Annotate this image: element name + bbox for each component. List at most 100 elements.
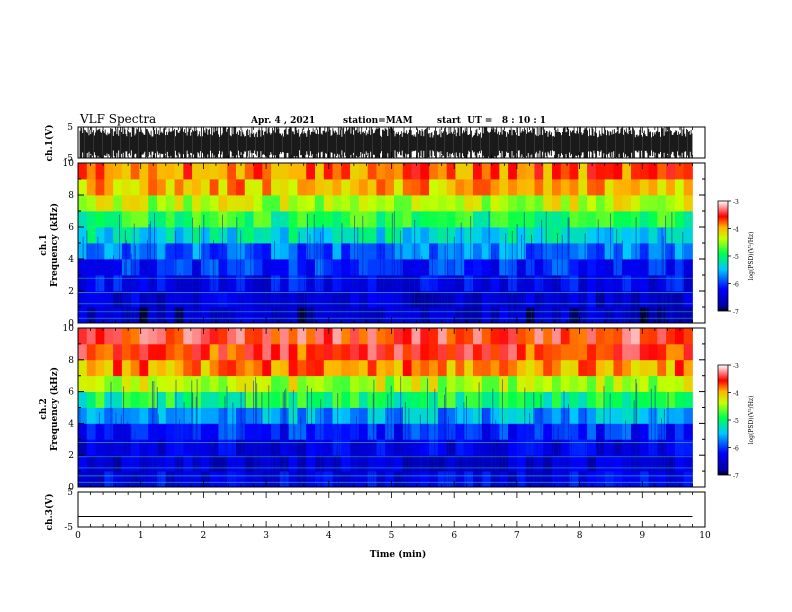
spectrogram-cell bbox=[437, 359, 448, 377]
spectrogram-cell bbox=[130, 407, 140, 424]
y-tick-label: 0 bbox=[68, 319, 74, 329]
spectrogram-cell bbox=[244, 291, 254, 308]
spectrogram-cell bbox=[534, 179, 544, 196]
spectrogram-cell bbox=[639, 328, 649, 345]
spectrogram-cell bbox=[473, 407, 483, 424]
spectrogram-cell bbox=[297, 439, 307, 456]
spectrogram-cell bbox=[306, 328, 316, 345]
spectrogram-cell bbox=[157, 328, 167, 345]
spectrogram-cell bbox=[683, 307, 693, 324]
spectrogram-cell bbox=[604, 455, 614, 472]
spectrogram-cell bbox=[341, 407, 351, 424]
spectrogram-cell bbox=[631, 211, 641, 228]
spectrogram-cell bbox=[78, 259, 88, 276]
spectrogram-cell bbox=[200, 439, 211, 456]
spectrogram-cell bbox=[446, 343, 456, 361]
spectrogram-cell bbox=[367, 163, 377, 180]
spectrogram-cell bbox=[95, 455, 105, 472]
spectrogram-cell bbox=[420, 328, 430, 345]
spectrogram-cell bbox=[631, 359, 641, 377]
colorbar-tick-label: -3 bbox=[733, 363, 739, 370]
spectrogram-cell bbox=[446, 275, 456, 292]
spectrogram-cell bbox=[332, 375, 342, 392]
y-tick-label: 4 bbox=[68, 419, 74, 429]
x-tick-label: 3 bbox=[263, 531, 269, 541]
spectrogram-cell bbox=[473, 227, 483, 244]
spectrogram-cell bbox=[315, 307, 325, 324]
spectrogram-cell bbox=[279, 375, 290, 392]
spectrogram-cell bbox=[411, 275, 421, 292]
spectrogram-cell bbox=[455, 375, 465, 392]
spectrogram-cell bbox=[306, 211, 316, 228]
spectrogram-cell bbox=[139, 163, 149, 180]
spectrogram-cell bbox=[587, 423, 597, 440]
spectrogram-cell bbox=[341, 163, 351, 180]
spectrogram-cell bbox=[648, 195, 658, 212]
spectrogram-cell bbox=[236, 195, 246, 212]
spectrogram-cell bbox=[244, 211, 254, 228]
spectrogram-cell bbox=[560, 227, 570, 244]
spectrogram-cell bbox=[367, 291, 377, 308]
spectrogram-cell bbox=[183, 343, 193, 361]
spectrogram-cell bbox=[78, 407, 88, 424]
spectrogram-cell bbox=[323, 179, 333, 196]
spectrogram-cell bbox=[622, 471, 632, 488]
spectrogram-cell bbox=[104, 359, 114, 377]
spectrogram-cell bbox=[157, 275, 167, 292]
spectrogram-cell bbox=[271, 407, 281, 424]
spectrogram-cell bbox=[148, 211, 158, 228]
spectrogram-cell bbox=[183, 359, 193, 377]
spectrogram-cell bbox=[595, 291, 606, 308]
spectrogram-cell bbox=[420, 227, 430, 244]
spectrogram-cell bbox=[490, 439, 500, 456]
spectrogram-cell bbox=[367, 179, 377, 196]
spectrogram-cell bbox=[104, 259, 114, 276]
spectrogram-cell bbox=[420, 439, 430, 456]
spectrogram-cell bbox=[437, 328, 448, 345]
spectrogram-cell bbox=[139, 391, 149, 408]
spectrogram-cell bbox=[622, 243, 632, 260]
spectrogram-cell bbox=[253, 259, 263, 276]
spectrogram-cell bbox=[473, 163, 483, 180]
spectrogram-cell bbox=[86, 195, 96, 212]
spectrogram-cell bbox=[552, 275, 562, 292]
spectrogram-cell bbox=[394, 179, 404, 196]
spectrogram-cell bbox=[236, 471, 246, 488]
spectrogram-cell bbox=[95, 343, 105, 361]
spectrogram-cell bbox=[192, 307, 202, 324]
spectrogram-cell bbox=[86, 227, 96, 244]
spectrogram-cell bbox=[455, 471, 465, 488]
spectrogram-cell bbox=[332, 195, 342, 212]
spectrogram-cell bbox=[271, 328, 281, 345]
spectrogram-cell bbox=[639, 359, 649, 377]
spectrogram-cell bbox=[508, 407, 518, 424]
spectrogram-cell bbox=[262, 211, 272, 228]
spectrogram-cell bbox=[420, 179, 430, 196]
spectrogram-cell bbox=[200, 211, 211, 228]
spectrogram-cell bbox=[569, 359, 579, 377]
spectrogram-cell bbox=[271, 391, 281, 408]
spectrogram-cell bbox=[595, 163, 606, 180]
spectrogram-cell bbox=[367, 423, 377, 440]
spectrogram-cell bbox=[192, 343, 202, 361]
spectrogram-cell bbox=[279, 291, 290, 308]
spectrogram-cell bbox=[516, 391, 527, 408]
spectrogram-cell bbox=[367, 455, 377, 472]
spectrogram-cell bbox=[525, 391, 535, 408]
spectrogram-cell bbox=[288, 343, 298, 361]
waveform-panel-ch1: 5 -5 bbox=[64, 123, 706, 164]
spectrogram-cell bbox=[683, 423, 693, 440]
spectrogram-cell bbox=[525, 259, 535, 276]
spectrogram-cell bbox=[464, 307, 474, 324]
spectrogram-cell bbox=[121, 343, 132, 361]
spectrogram-cell bbox=[420, 359, 430, 377]
spectrogram-cell bbox=[262, 227, 272, 244]
spectrogram-cell bbox=[473, 195, 483, 212]
spectrogram-cell bbox=[657, 391, 667, 408]
spectrogram-cell bbox=[341, 423, 351, 440]
y-tick-label: 2 bbox=[68, 287, 74, 297]
spectrogram-cell bbox=[200, 359, 211, 377]
spectrogram-cell bbox=[130, 211, 140, 228]
spectrogram-cell bbox=[104, 328, 114, 345]
spectrogram-cell bbox=[437, 195, 448, 212]
